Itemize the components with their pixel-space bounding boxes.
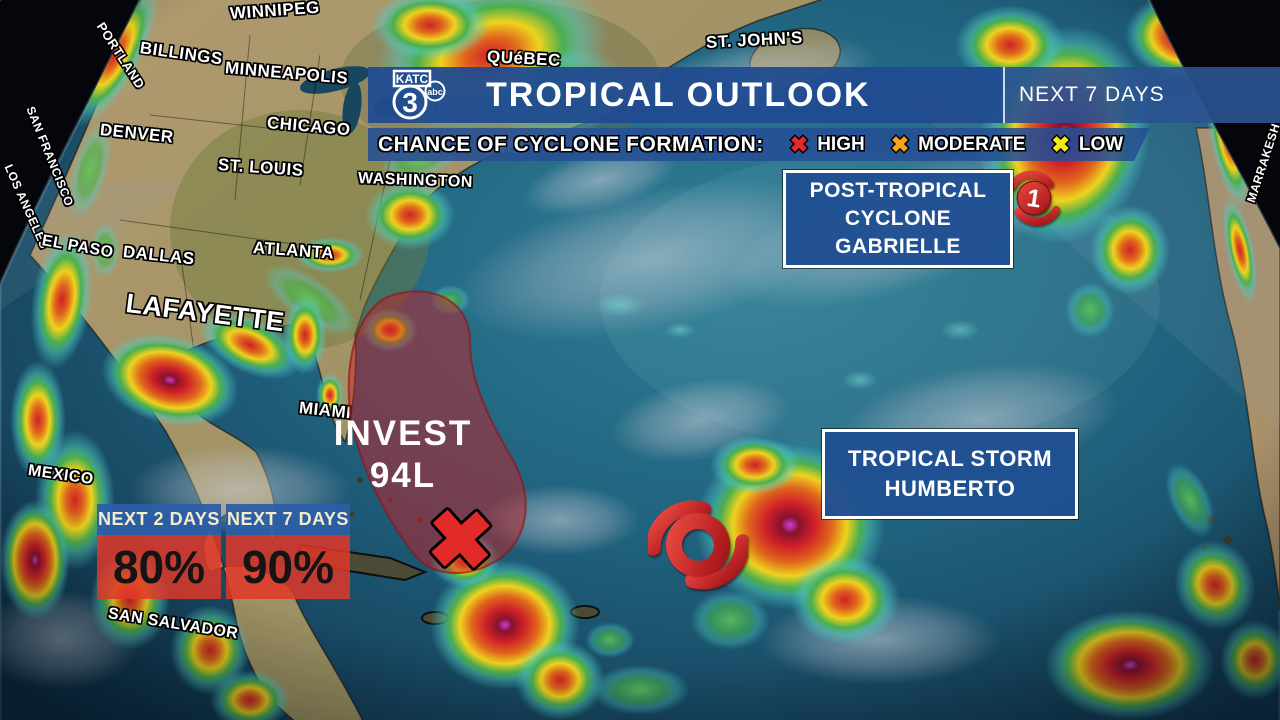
prob-2-days-header: NEXT 2 DAYS xyxy=(97,504,221,535)
svg-text:abc: abc xyxy=(427,87,443,97)
legend-title: CHANCE OF CYCLONE FORMATION: xyxy=(378,132,764,156)
gabrielle-line1: POST-TROPICAL xyxy=(809,179,987,203)
prob-7-days-value: 90% xyxy=(226,535,350,599)
formation-probability-panel: NEXT 2 DAYS 80% NEXT 7 DAYS 90% xyxy=(97,504,350,599)
legend-label-high: HIGH xyxy=(817,133,865,155)
gabrielle-line2: CYCLONE xyxy=(844,207,952,231)
invest-label-line2: 94L xyxy=(369,456,437,495)
formation-legend-bar: CHANCE OF CYCLONE FORMATION: ✖ HIGH ✖ MO… xyxy=(368,128,1150,161)
prob-2-days-value: 80% xyxy=(97,535,221,599)
prob-box-7-days: NEXT 7 DAYS 90% xyxy=(226,504,350,599)
humberto-line2: HUMBERTO xyxy=(884,476,1016,501)
invest-x-marker-icon: ✖ xyxy=(424,494,497,587)
banner-title-section: KATC 3 abc TROPICAL OUTLOOK xyxy=(368,67,1003,123)
prob-box-2-days: NEXT 2 DAYS 80% xyxy=(97,504,221,599)
gabrielle-line3: GABRIELLE xyxy=(835,234,961,258)
prob-7-days-header: NEXT 7 DAYS xyxy=(226,504,350,535)
tropical-storm-icon xyxy=(648,500,748,590)
high-x-icon: ✖ xyxy=(789,131,809,157)
gabrielle-storm-label-box: POST-TROPICAL CYCLONE GABRIELLE xyxy=(783,170,1013,268)
legend-item-high: ✖ HIGH xyxy=(790,134,865,156)
legend-item-moderate: ✖ MODERATE xyxy=(891,134,1026,156)
hurricane-category-1-icon: 1 xyxy=(1007,170,1061,226)
humberto-storm-label-box: TROPICAL STORM HUMBERTO xyxy=(822,429,1078,519)
legend-label-moderate: MODERATE xyxy=(918,133,1026,155)
svg-text:KATC: KATC xyxy=(396,72,429,86)
humberto-line1: TROPICAL STORM xyxy=(847,446,1053,472)
svg-text:1: 1 xyxy=(1025,185,1043,214)
invest-94l-area-outline xyxy=(347,290,527,575)
moderate-x-icon: ✖ xyxy=(890,131,910,157)
legend-item-low: ✖ LOW xyxy=(1051,134,1123,156)
page-title: TROPICAL OUTLOOK xyxy=(486,75,871,114)
legend-label-low: LOW xyxy=(1078,133,1124,155)
banner-period-section: NEXT 7 DAYS xyxy=(1003,67,1280,123)
svg-text:3: 3 xyxy=(402,87,418,118)
katc3-abc-logo: KATC 3 abc xyxy=(392,69,446,120)
period-label: NEXT 7 DAYS xyxy=(1019,83,1165,106)
low-x-icon: ✖ xyxy=(1051,131,1070,157)
invest-94l-label: INVEST 94L xyxy=(323,413,483,497)
invest-label-line1: INVEST xyxy=(333,414,473,453)
header-banner: KATC 3 abc TROPICAL OUTLOOK NEXT 7 DAYS xyxy=(368,67,1280,123)
